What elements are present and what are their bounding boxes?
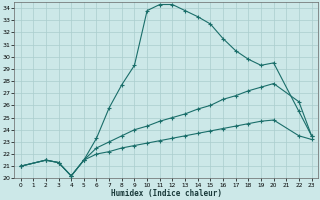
- X-axis label: Humidex (Indice chaleur): Humidex (Indice chaleur): [111, 189, 221, 198]
